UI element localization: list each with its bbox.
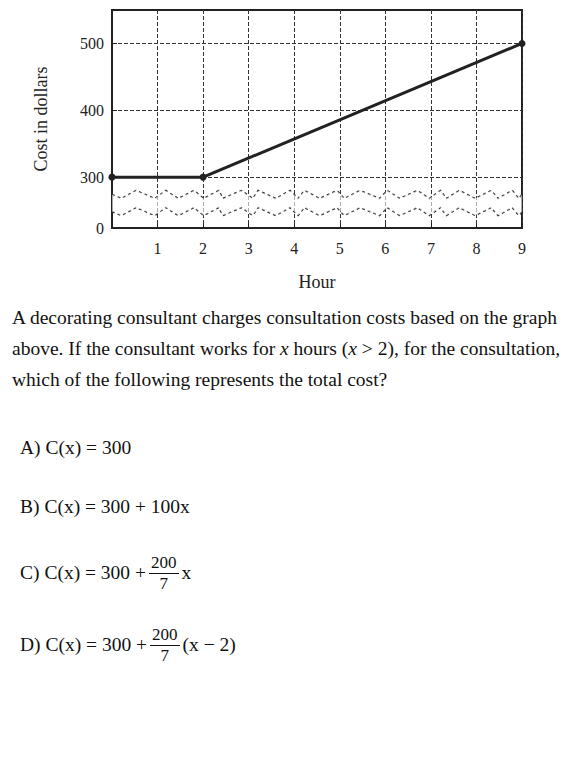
svg-text:7: 7 [427, 240, 435, 257]
html-text:D) C(x) = 300 + 200: D) C(x) = 300 + 200 [20, 624, 178, 655]
svg-text:300: 300 [80, 169, 104, 186]
svg-text:1: 1 [154, 240, 162, 257]
svg-text:400: 400 [80, 102, 104, 119]
svg-text:Cost in dollars: Cost in dollars [31, 66, 51, 171]
svg-text:5: 5 [336, 240, 344, 257]
html-text:C) C(x) = 300 + 200: C) C(x) = 300 + 200 [20, 552, 177, 583]
html-text:A decorating consultant charge: A decorating consultant charges consulta… [12, 307, 561, 390]
svg-text:2: 2 [199, 240, 207, 257]
svg-text:6: 6 [381, 240, 389, 257]
html-text:x: x [181, 562, 192, 583]
html-text:A) C(x) = 300: A) C(x) = 300 [20, 437, 132, 458]
svg-text:8: 8 [472, 240, 480, 257]
svg-text:500: 500 [80, 35, 104, 52]
svg-text:9: 9 [518, 240, 526, 257]
svg-text:4: 4 [290, 240, 298, 257]
svg-text:3: 3 [245, 240, 253, 257]
html-text:(x − 2): (x − 2) [182, 634, 236, 655]
html-text:7: 7 [159, 573, 168, 593]
svg-text:Hour: Hour [299, 272, 336, 292]
svg-text:0: 0 [96, 220, 104, 237]
html-text:B) C(x) = 300 + 100x: B) C(x) = 300 + 100x [20, 496, 190, 517]
html-text:7: 7 [160, 645, 170, 665]
